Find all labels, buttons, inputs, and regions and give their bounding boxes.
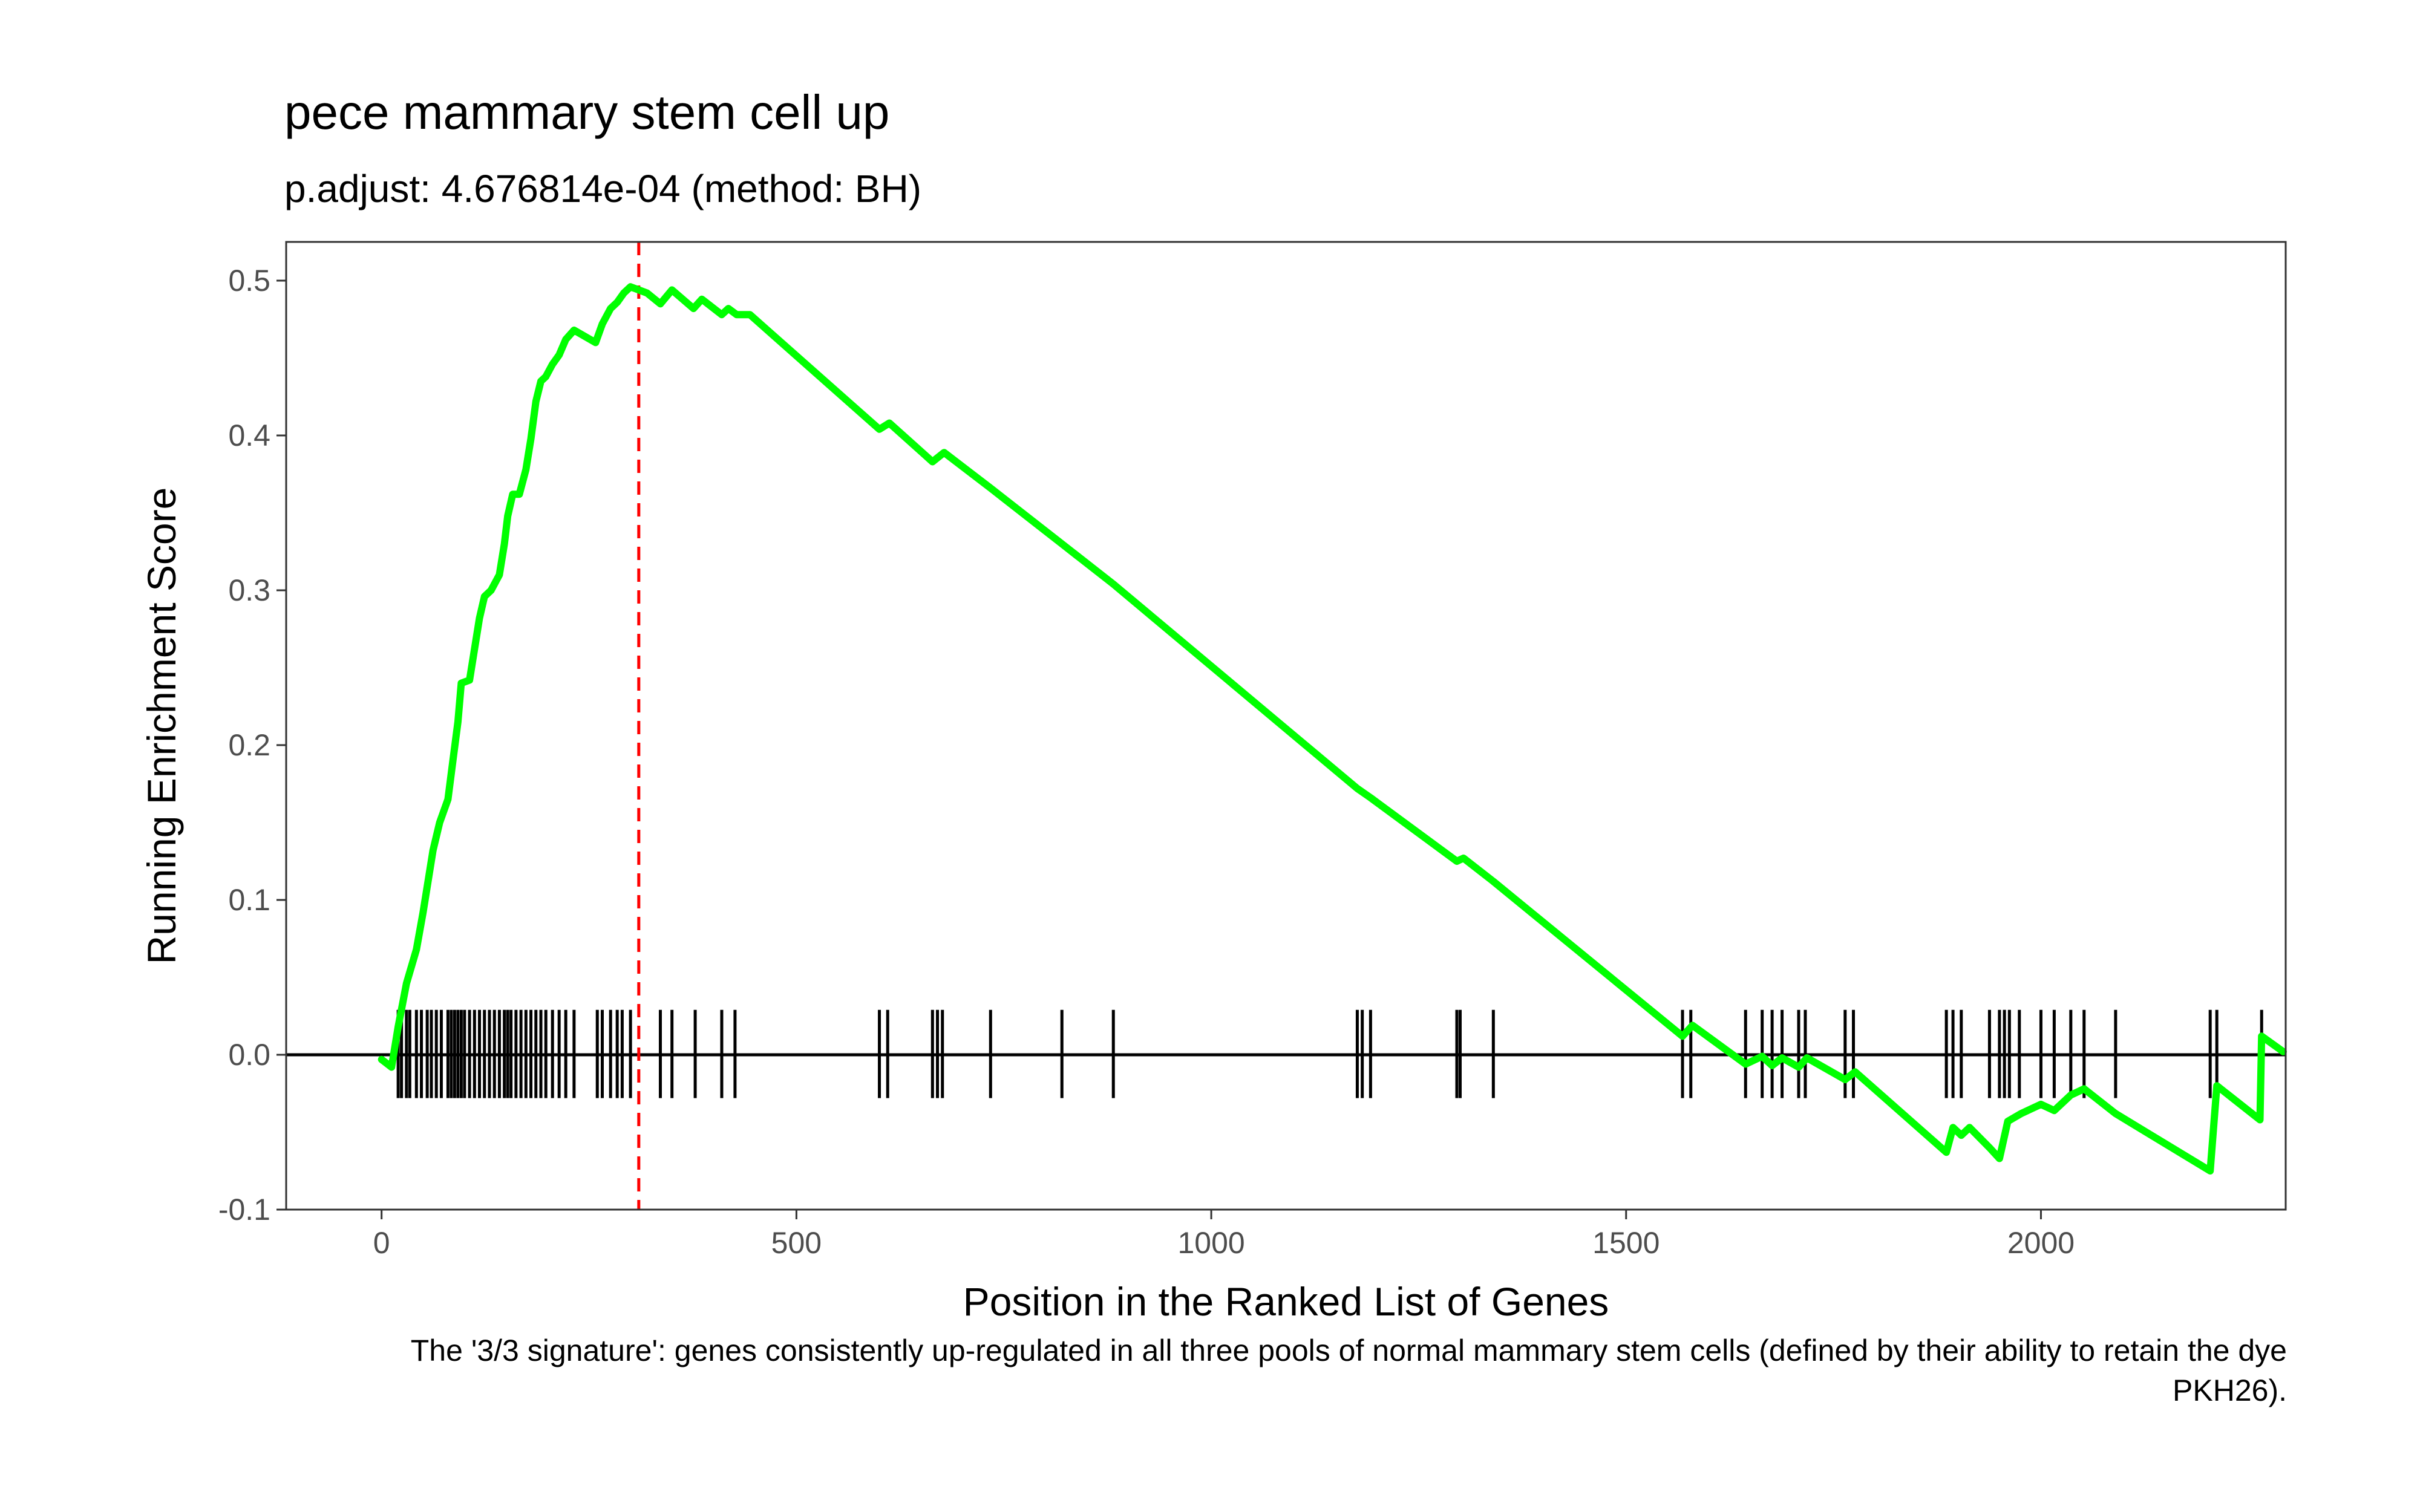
y-tick-label: 0.0: [228, 1038, 270, 1072]
reference-lines: [286, 242, 2286, 1210]
y-tick-label: -0.1: [218, 1193, 270, 1227]
x-tick-label: 2000: [2007, 1226, 2075, 1260]
x-axis-title: Position in the Ranked List of Genes: [963, 1279, 1609, 1324]
y-tick-label: 0.4: [228, 419, 270, 452]
x-tick-label: 0: [373, 1226, 390, 1260]
running-es-line: [378, 283, 2287, 1175]
y-axis-title: Running Enrichment Score: [139, 487, 184, 965]
chart-title: pece mammary stem cell up: [284, 85, 890, 139]
y-tick-label: 0.2: [228, 728, 270, 762]
chart-caption: The '3/3 signature': genes consistently …: [410, 1334, 2287, 1407]
chart-subtitle: p.adjust: 4.676814e-04 (method: BH): [284, 167, 922, 210]
x-tick-label: 500: [771, 1226, 822, 1260]
y-tick-label: 0.5: [228, 264, 270, 298]
axis-ticks: 0 500 1000 1500 2000 -0.1 0.0 0.1 0.2 0.3 0.4 0.5: [218, 264, 2075, 1260]
x-tick-label: 1500: [1592, 1226, 1660, 1260]
panel-border: [285, 241, 2287, 1211]
y-tick-label: 0.3: [228, 573, 270, 607]
x-tick-label: 1000: [1177, 1226, 1244, 1260]
y-tick-label: 0.1: [228, 883, 270, 917]
